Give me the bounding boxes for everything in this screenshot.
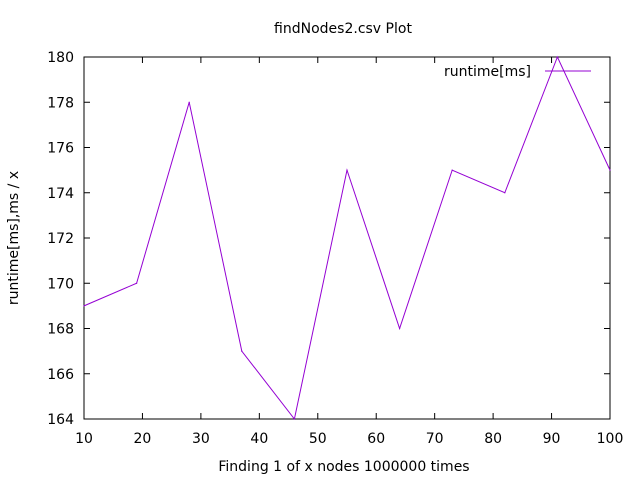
data-point bbox=[241, 350, 243, 352]
data-point bbox=[399, 327, 401, 330]
y-tick-label: 176 bbox=[47, 141, 74, 157]
y-axis-label: runtime[ms],ms / x bbox=[6, 171, 22, 305]
data-point bbox=[346, 169, 348, 171]
x-tick-label: 60 bbox=[367, 431, 385, 447]
x-tick-label: 70 bbox=[426, 431, 444, 447]
y-tick-label: 164 bbox=[47, 412, 74, 428]
y-tick-label: 166 bbox=[47, 367, 74, 383]
y-tick-label: 178 bbox=[47, 95, 74, 111]
x-tick-label: 100 bbox=[597, 431, 624, 447]
series-points bbox=[83, 56, 611, 420]
y-tick-label: 172 bbox=[47, 231, 74, 247]
data-point bbox=[136, 282, 138, 284]
x-tick-label: 80 bbox=[484, 431, 502, 447]
legend: runtime[ms] bbox=[444, 64, 591, 80]
data-point bbox=[556, 56, 559, 58]
x-tick-label: 90 bbox=[543, 431, 561, 447]
y-tick-label: 180 bbox=[47, 50, 74, 66]
x-axis-label: Finding 1 of x nodes 1000000 times bbox=[218, 459, 469, 475]
y-tick-label: 170 bbox=[47, 276, 74, 292]
y-axis: 164 166 168 170 172 174 176 178 180 bbox=[47, 50, 610, 428]
data-point bbox=[504, 192, 506, 194]
chart-title: findNodes2.csv Plot bbox=[274, 21, 412, 37]
data-point bbox=[451, 169, 453, 171]
data-point bbox=[83, 305, 85, 307]
data-point bbox=[188, 101, 190, 103]
x-tick-label: 50 bbox=[309, 431, 327, 447]
x-tick-label: 10 bbox=[75, 431, 93, 447]
data-point bbox=[609, 169, 611, 171]
legend-label: runtime[ms] bbox=[444, 64, 531, 80]
plot-frame bbox=[83, 56, 611, 420]
x-tick-label: 20 bbox=[134, 431, 152, 447]
x-tick-label: 30 bbox=[192, 431, 210, 447]
data-point bbox=[293, 418, 295, 420]
y-tick-label: 174 bbox=[47, 186, 74, 202]
y-tick-label: 168 bbox=[47, 322, 74, 338]
series-line-runtime bbox=[83, 55, 611, 421]
x-tick-label: 40 bbox=[250, 431, 268, 447]
x-axis: 10 20 30 40 50 60 70 80 90 100 bbox=[75, 57, 623, 447]
